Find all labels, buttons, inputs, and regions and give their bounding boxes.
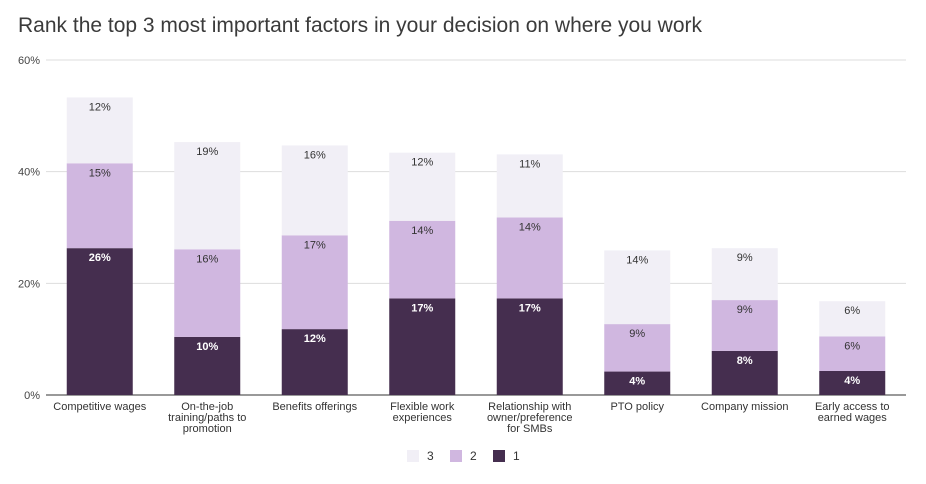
x-category-label-line: Benefits offerings — [272, 401, 357, 413]
bar-segment — [711, 300, 778, 351]
x-category-label-line: Company mission — [701, 401, 788, 413]
bar-segment — [819, 370, 886, 395]
data-label: 8% — [737, 355, 753, 367]
bar-segment — [604, 324, 671, 372]
data-label: 17% — [411, 302, 433, 314]
y-tick-label: 20% — [18, 278, 40, 290]
x-category-label-line: Competitive wages — [53, 401, 146, 413]
bar-segment — [174, 336, 241, 395]
data-label: 9% — [737, 252, 753, 264]
y-tick-label: 60% — [18, 55, 40, 67]
x-category-label-line: promotion — [183, 423, 232, 435]
bar-segment — [281, 235, 348, 330]
bar-segment — [281, 329, 348, 395]
data-label: 12% — [304, 333, 326, 345]
bar-segment — [66, 248, 133, 395]
data-label: 4% — [844, 375, 860, 387]
bar-segment — [711, 350, 778, 395]
data-label: 4% — [629, 376, 645, 388]
bar-segment — [281, 145, 348, 236]
x-category-label: Competitive wages — [53, 401, 146, 413]
legend-swatch — [493, 450, 505, 462]
data-label: 9% — [737, 304, 753, 316]
data-label: 16% — [304, 149, 326, 161]
x-category-label-line: Early access to — [815, 401, 890, 413]
data-label: 19% — [196, 146, 218, 158]
x-category-label: Benefits offerings — [272, 401, 357, 413]
data-label: 14% — [411, 225, 433, 237]
y-tick-label: 0% — [24, 390, 40, 402]
data-label: 14% — [519, 221, 541, 233]
x-category-label: PTO policy — [610, 401, 664, 413]
data-label: 6% — [844, 340, 860, 352]
data-label: 17% — [519, 302, 541, 314]
bar-segment — [496, 217, 563, 299]
x-category-label-line: Relationship with — [488, 401, 571, 413]
data-label: 14% — [626, 254, 648, 266]
x-category-label-line: On-the-job — [181, 401, 233, 413]
bar-segment — [819, 336, 886, 371]
legend-label: 3 — [427, 449, 434, 463]
x-category-label: On-the-job training/paths to promotion — [168, 401, 246, 435]
legend-swatch — [407, 450, 419, 462]
bar-segment — [66, 163, 133, 249]
data-label: 26% — [89, 252, 111, 264]
bar-segment — [389, 298, 456, 395]
data-label: 6% — [844, 305, 860, 317]
bar-segment — [174, 249, 241, 337]
y-tick-label: 40% — [18, 167, 40, 179]
data-label: 16% — [196, 253, 218, 265]
bar-segment — [66, 97, 133, 164]
bar-segment — [604, 371, 671, 395]
data-label: 17% — [304, 239, 326, 251]
bar-segment — [711, 248, 778, 301]
bar-segment — [819, 301, 886, 337]
data-label: 9% — [629, 328, 645, 340]
bar-segment — [174, 142, 241, 250]
x-category-label-line: experiences — [393, 412, 453, 424]
legend-label: 2 — [470, 449, 477, 463]
legend-swatch — [450, 450, 462, 462]
x-category-label-line: training/paths to — [168, 412, 246, 424]
chart-title: Rank the top 3 most important factors in… — [18, 14, 702, 37]
bar-segment — [496, 298, 563, 395]
data-label: 15% — [89, 167, 111, 179]
bar-segment — [389, 152, 456, 221]
x-category-label-line: for SMBs — [507, 423, 553, 435]
x-category-label: Flexible work experiences — [390, 401, 455, 424]
x-category-label: Relationship with owner/preference for SMB… — [487, 401, 573, 435]
x-category-label: Early access to earned wages — [815, 401, 890, 424]
bar-segment — [496, 154, 563, 218]
x-category-label: Company mission — [701, 401, 788, 413]
data-label: 12% — [411, 157, 433, 169]
x-category-label-line: earned wages — [818, 412, 888, 424]
data-label: 10% — [196, 341, 218, 353]
x-category-label-line: owner/preference — [487, 412, 573, 424]
legend-label: 1 — [513, 449, 520, 463]
bar-segment — [389, 220, 456, 299]
data-label: 11% — [519, 158, 540, 170]
data-label: 12% — [89, 101, 111, 113]
x-category-label-line: Flexible work — [390, 401, 455, 413]
bar-segment — [604, 250, 671, 325]
x-category-label-line: PTO policy — [610, 401, 664, 413]
